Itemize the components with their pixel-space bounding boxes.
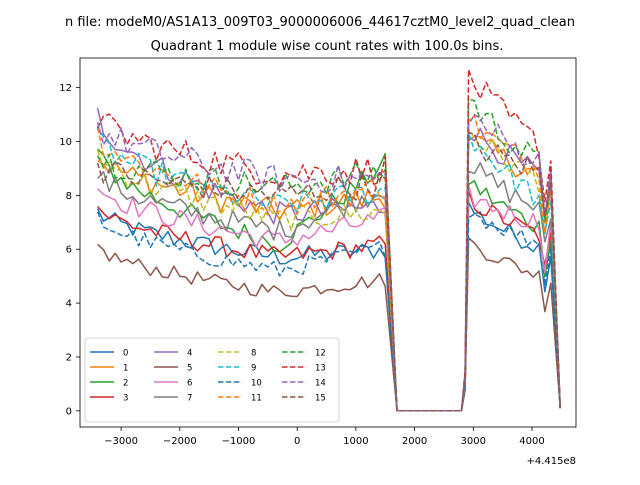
legend-label-8: 8 (251, 349, 256, 359)
series-line-7 (97, 162, 561, 412)
legend-label-5: 5 (187, 364, 192, 374)
series-line-15 (96, 131, 561, 412)
legend-label-10: 10 (251, 379, 262, 389)
x-tick-label: −2000 (163, 436, 197, 447)
chart-title: Quadrant 1 module wise count rates with … (151, 39, 504, 54)
legend-label-7: 7 (187, 394, 192, 404)
legend-label-11: 11 (251, 394, 262, 404)
x-tick-label: −1000 (222, 436, 256, 447)
series-line-4 (96, 107, 561, 412)
series-line-11 (96, 114, 561, 412)
y-axis: 0 2 4 6 8 10 12 (59, 83, 80, 417)
legend-label-6: 6 (187, 379, 192, 389)
series-line-12 (96, 98, 561, 412)
y-tick-label: 6 (66, 245, 72, 256)
x-tick-label: −3000 (104, 436, 138, 447)
x-offset-label: +4.415e8 (526, 456, 576, 467)
legend-label-2: 2 (123, 379, 128, 389)
series-line-5 (97, 237, 561, 412)
plot-frame (79, 57, 577, 428)
legend-label-0: 0 (123, 349, 128, 359)
x-tick-label: 3000 (461, 436, 486, 447)
series-line-14 (96, 113, 561, 412)
legend-label-4: 4 (187, 349, 192, 359)
y-tick-label: 10 (59, 137, 72, 148)
legend-label-12: 12 (315, 349, 326, 359)
y-tick-label: 0 (66, 406, 72, 417)
y-tick-label: 12 (59, 83, 72, 94)
legend-label-14: 14 (315, 379, 326, 389)
x-tick-label: 1000 (343, 436, 368, 447)
legend-label-3: 3 (123, 394, 128, 404)
y-tick-label: 2 (66, 352, 72, 363)
series-line-10 (96, 211, 561, 412)
x-axis: −3000 −2000 −1000 0 1000 2000 3000 4000 (104, 427, 545, 447)
x-tick-label: 2000 (402, 436, 427, 447)
legend-label-15: 15 (315, 394, 326, 404)
series-line-13 (96, 68, 561, 412)
x-tick-label: 0 (294, 436, 300, 447)
y-tick-label: 8 (66, 191, 72, 202)
series-line-6 (97, 184, 561, 412)
series-line-0 (96, 201, 561, 412)
legend-label-9: 9 (251, 364, 256, 374)
legend-label-1: 1 (123, 364, 128, 374)
legend-box (84, 337, 340, 423)
y-tick-label: 4 (66, 299, 72, 310)
series-line-2 (97, 148, 561, 412)
series-group (96, 68, 561, 412)
figure-suptitle: n file: modeM0/AS1A13_009T03_9000006006_… (65, 15, 575, 30)
series-line-3 (97, 189, 561, 412)
x-tick-label: 4000 (519, 436, 544, 447)
legend-label-13: 13 (315, 364, 326, 374)
